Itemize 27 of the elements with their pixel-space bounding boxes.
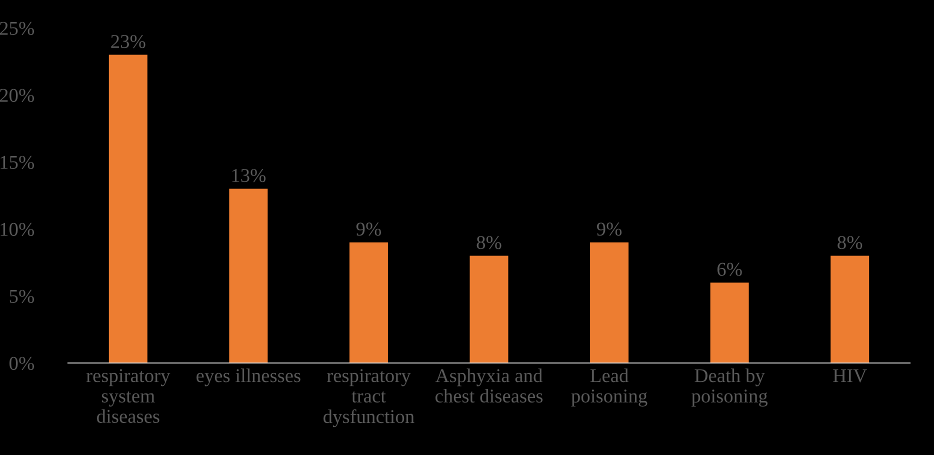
bar [830, 256, 870, 363]
bar [229, 188, 268, 363]
y-tick-label: 5% [10, 290, 34, 303]
y-tick-label: 20% [0, 88, 34, 102]
bar [108, 54, 148, 363]
x-tick-label: eyes illnesses [196, 368, 300, 386]
data-label: 6% [717, 262, 742, 276]
data-label: 13% [232, 168, 266, 182]
bar [590, 242, 629, 363]
data-label: 23% [111, 34, 146, 48]
bar [470, 256, 508, 363]
y-tick-label: 25% [0, 22, 34, 35]
bar [710, 282, 749, 363]
data-label: 8% [838, 236, 862, 250]
bar [349, 242, 388, 363]
x-tick-label: respiratory system diseases [86, 369, 170, 423]
x-tick-label: Asphyxia and chest diseases [435, 368, 543, 403]
x-tick-label: respiratory tract dysfunction [324, 369, 414, 428]
data-label: 9% [596, 222, 622, 236]
y-tick-label: 10% [0, 222, 34, 236]
data-label: 8% [476, 236, 502, 250]
data-label: 9% [356, 222, 382, 236]
y-tick-label: 15% [0, 156, 34, 169]
y-tick-label: 0% [9, 356, 34, 370]
x-tick-label: Death by poisoning [692, 368, 768, 407]
x-tick-label: HIV [833, 369, 867, 382]
x-tick-label: Lead poisoning [571, 368, 648, 407]
